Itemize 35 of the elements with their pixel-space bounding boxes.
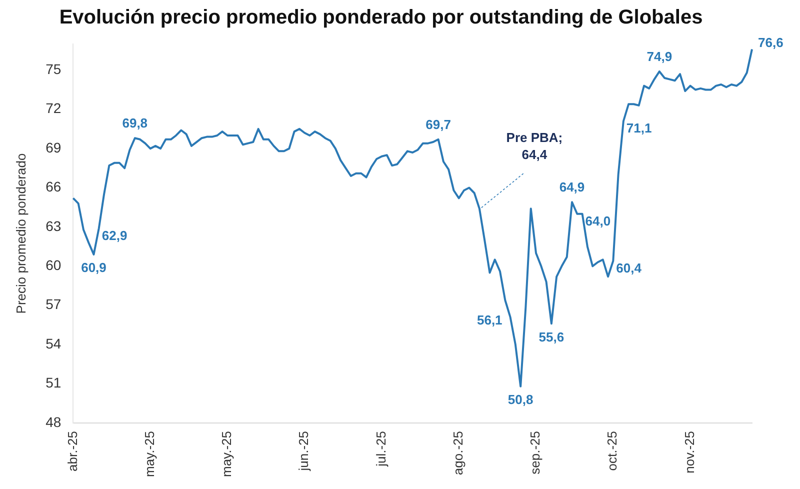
x-tick-label: jul.-25 (373, 431, 388, 468)
x-tick-label: oct.-25 (604, 431, 620, 471)
data-label: 60,9 (81, 260, 106, 275)
data-label: Pre PBA; 64,4 (506, 130, 563, 162)
data-label: 64,0 (585, 213, 611, 228)
data-label: 76,6 (758, 34, 784, 50)
y-tick-label: 69 (46, 139, 62, 156)
chart-title: Evolución precio promedio ponderado por outstanding de Globales (59, 6, 703, 29)
x-tick-label: nov.-25 (682, 431, 697, 474)
x-tick-label: jun.-25 (296, 431, 312, 472)
data-label: 62,9 (102, 228, 128, 243)
y-tick-label: 57 (46, 296, 62, 312)
y-tick-label: 54 (46, 335, 62, 352)
y-tick-label: 48 (46, 414, 62, 430)
data-label: 74,9 (646, 49, 672, 64)
x-tick-label: may.-25 (219, 431, 234, 478)
y-tick-label: 51 (46, 374, 62, 391)
data-label: 69,7 (426, 116, 451, 132)
x-tick-label: ago.-25 (450, 431, 466, 476)
data-label: 50,8 (508, 392, 534, 407)
y-tick-label: 60 (46, 257, 62, 274)
y-tick-label: 63 (46, 218, 62, 234)
y-tick-label: 75 (46, 61, 62, 77)
x-tick-label: may.-25 (142, 431, 157, 478)
x-tick-label: sep.-25 (528, 431, 543, 474)
data-label: 64,9 (559, 180, 585, 195)
data-label: 71,1 (626, 120, 652, 136)
y-tick-label: 66 (46, 178, 62, 195)
data-label: 56,1 (476, 312, 502, 328)
x-tick-label: abr.-25 (64, 431, 80, 472)
y-tick-label: 72 (46, 100, 62, 116)
y-axis-title: Precio promedio ponderado (13, 153, 28, 314)
data-label: 60,4 (616, 260, 642, 276)
data-label: 55,6 (538, 329, 564, 344)
data-label: 69,8 (122, 116, 148, 131)
